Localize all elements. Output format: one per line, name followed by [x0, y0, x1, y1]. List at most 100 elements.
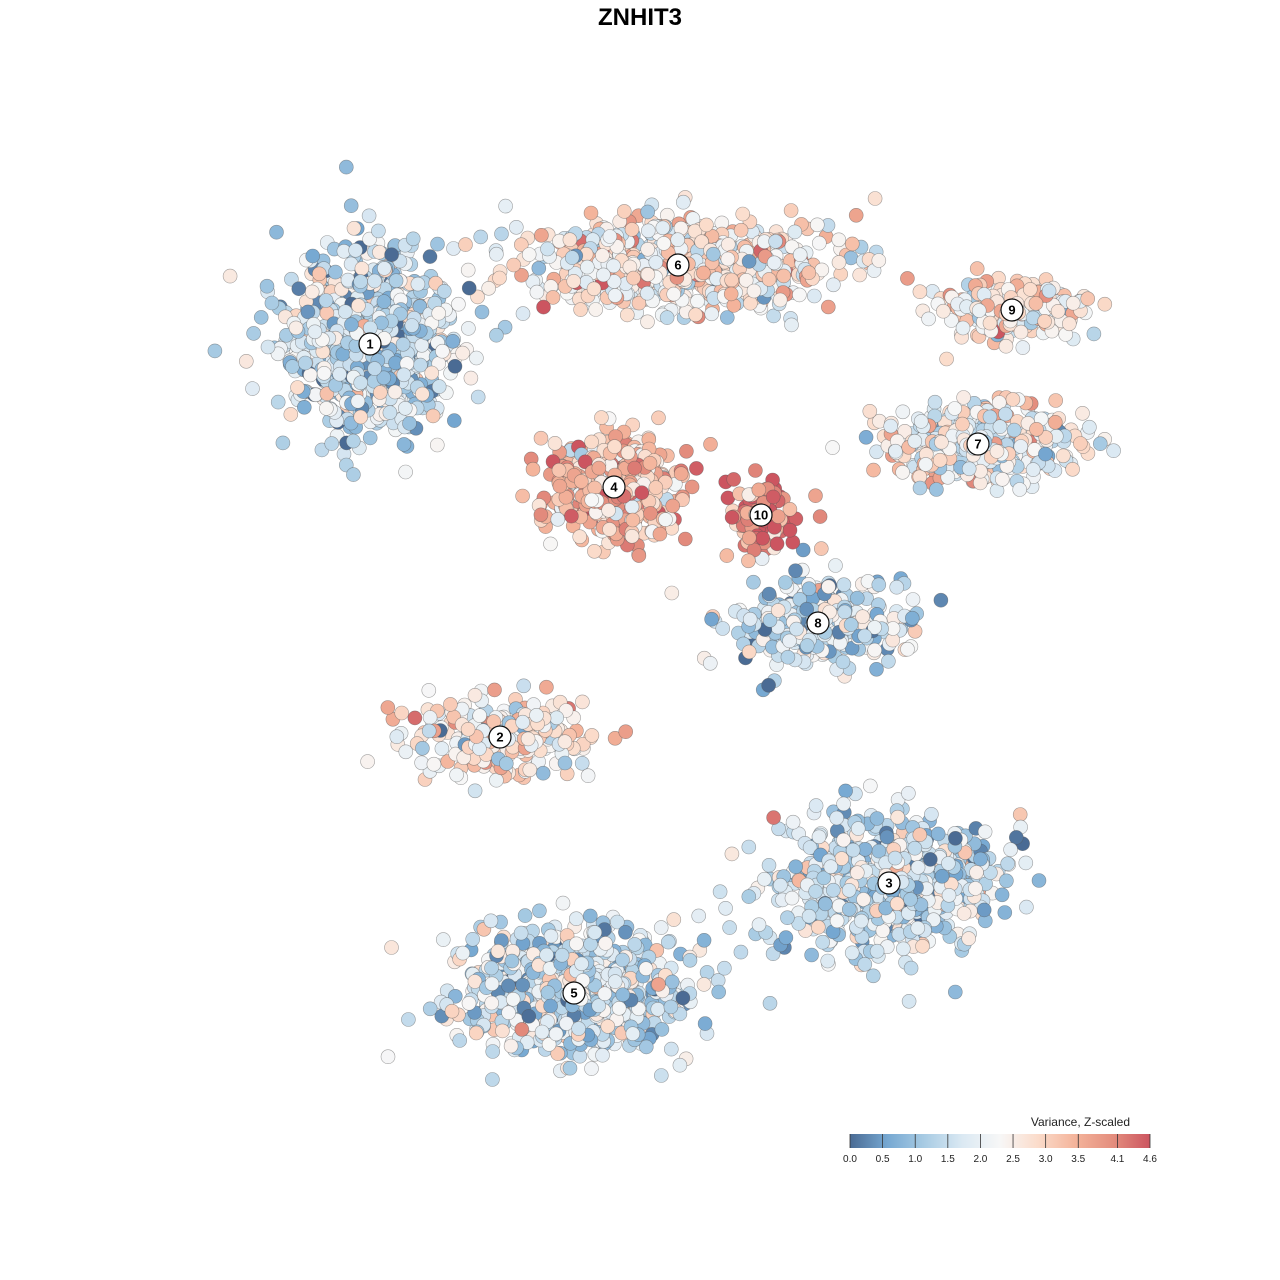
cell-point — [429, 437, 445, 453]
cell-point — [956, 390, 971, 405]
cell-point — [835, 654, 851, 670]
cell-point — [639, 285, 655, 301]
cell-point — [848, 208, 864, 223]
cell-point — [1003, 842, 1018, 857]
cell-point — [825, 882, 841, 898]
cell-point — [566, 273, 582, 289]
cell-point — [600, 1019, 616, 1034]
cell-point — [888, 443, 903, 459]
cell-point — [470, 389, 486, 405]
cell-point — [857, 956, 873, 972]
cell-point — [770, 603, 786, 618]
cell-point — [762, 995, 778, 1011]
cell-point — [1005, 392, 1021, 407]
cell-point — [574, 755, 590, 771]
cell-point — [799, 638, 815, 653]
cell-point — [1065, 461, 1080, 477]
cell-point — [801, 581, 817, 597]
cell-point — [777, 575, 793, 590]
cell-point — [332, 366, 347, 382]
cell-point — [484, 995, 500, 1011]
cell-point — [246, 326, 261, 341]
cell-point — [670, 232, 686, 247]
cell-point — [489, 772, 504, 788]
cell-point — [673, 466, 689, 482]
cell-point — [955, 320, 971, 336]
cell-point — [515, 306, 531, 321]
cell-point — [571, 1021, 586, 1036]
cell-point — [426, 756, 442, 772]
cell-point — [761, 857, 777, 873]
cell-point — [415, 740, 430, 756]
cell-point — [275, 435, 291, 451]
cell-point — [787, 224, 803, 240]
cell-point — [467, 783, 483, 799]
cell-point — [653, 1068, 669, 1083]
cell-point — [648, 255, 664, 270]
cell-point — [1028, 296, 1044, 311]
cell-point — [841, 901, 857, 917]
cell-point — [720, 251, 736, 267]
cell-point — [619, 307, 635, 323]
cell-point — [557, 755, 573, 771]
cell-point — [529, 284, 545, 300]
cell-point — [831, 232, 847, 248]
cell-point — [1106, 443, 1121, 459]
cell-point — [741, 254, 757, 269]
cell-point — [631, 548, 647, 563]
cell-point — [1008, 830, 1024, 845]
cell-point — [715, 621, 731, 636]
cell-point — [947, 984, 963, 1000]
cell-point — [999, 873, 1014, 889]
cell-point — [982, 315, 998, 331]
cell-point — [696, 932, 712, 948]
cell-point — [562, 1060, 578, 1076]
cell-point — [575, 694, 590, 710]
cell-point — [1013, 439, 1029, 454]
cell-point — [376, 261, 392, 276]
cell-point — [372, 385, 388, 400]
cell-point — [971, 303, 987, 318]
cell-point — [288, 320, 304, 336]
cell-point — [586, 281, 602, 297]
cell-point — [415, 386, 430, 402]
cell-point — [625, 512, 641, 528]
cell-point — [663, 999, 679, 1015]
cell-point — [783, 203, 799, 218]
cell-point — [338, 159, 354, 175]
cell-point — [1023, 282, 1038, 297]
cell-point — [401, 1012, 416, 1027]
cell-point — [652, 526, 668, 542]
cell-point — [474, 304, 490, 320]
cell-point — [746, 283, 762, 299]
cell-point — [865, 968, 881, 984]
cell-point — [689, 461, 704, 476]
cell-point — [283, 407, 299, 422]
cell-point — [634, 485, 650, 501]
cell-point — [817, 896, 833, 912]
cell-point — [930, 826, 946, 842]
cell-point — [376, 294, 392, 309]
cell-point — [436, 283, 452, 299]
cell-point — [361, 208, 377, 224]
cell-point — [697, 1016, 713, 1031]
cell-point — [773, 877, 788, 893]
cell-point — [372, 244, 387, 260]
cell-point — [900, 271, 915, 286]
cell-point — [658, 512, 673, 527]
cell-point — [485, 1044, 501, 1059]
cell-point — [675, 194, 691, 210]
cell-point — [871, 253, 887, 268]
cell-point — [291, 281, 307, 297]
cell-point — [973, 851, 988, 867]
cell-point — [607, 730, 623, 746]
cell-point — [396, 367, 412, 383]
cell-point — [717, 960, 732, 976]
cell-point — [489, 327, 504, 343]
cell-point — [1048, 393, 1063, 408]
cell-point — [718, 900, 733, 916]
cell-point — [616, 204, 632, 219]
cell-point — [525, 461, 541, 477]
cell-point — [596, 267, 611, 283]
cell-point — [569, 936, 584, 952]
